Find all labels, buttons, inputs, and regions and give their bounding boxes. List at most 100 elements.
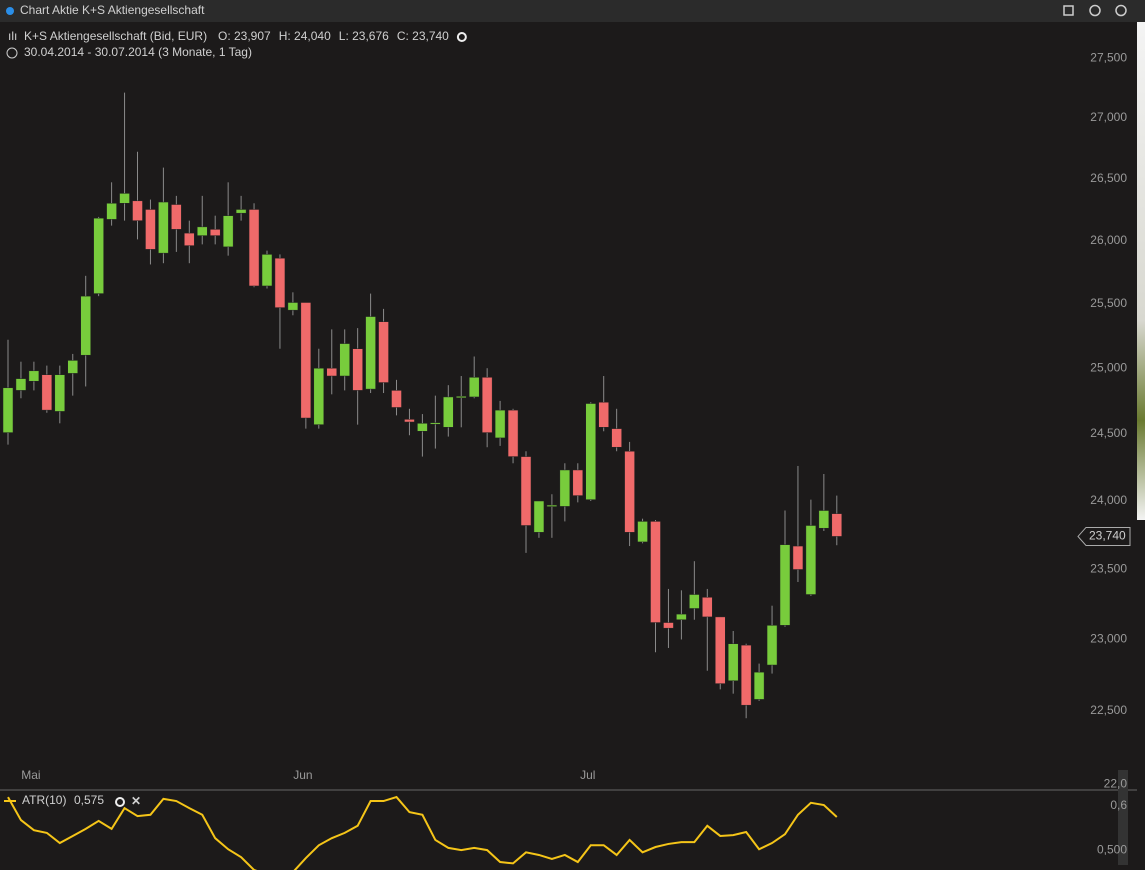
x-tick-label: Jun — [293, 768, 312, 782]
candle-body — [171, 204, 182, 230]
indicator-line — [7, 795, 838, 870]
candle-body — [598, 401, 609, 428]
candle-body — [624, 450, 635, 533]
title-bar — [0, 0, 1145, 22]
candle-body — [676, 613, 687, 620]
price-tag-label: 23,740 — [1089, 529, 1126, 543]
y2-tick-label: 0,500 — [1097, 842, 1127, 856]
app-icon — [6, 7, 14, 15]
candle-body — [430, 422, 441, 425]
candle-body — [209, 229, 221, 236]
candle-body — [287, 302, 299, 311]
settings-button[interactable] — [1089, 4, 1101, 17]
ohlc-value: C: 23,740 — [397, 29, 449, 43]
y-tick-label: 26,000 — [1090, 233, 1127, 247]
candle-body — [520, 456, 532, 526]
candle-body — [106, 203, 117, 220]
indicator-remove[interactable]: ✕ — [131, 794, 141, 808]
x-tick-label: Mai — [21, 768, 40, 782]
candle-body — [546, 504, 558, 507]
candle-body — [663, 622, 674, 629]
x-tick-label: Jul — [580, 768, 595, 782]
candle-body — [158, 201, 169, 254]
ohlc-settings[interactable] — [456, 32, 467, 42]
window-controls[interactable] — [1063, 4, 1127, 17]
candle-body — [727, 643, 739, 681]
legend-label: ATR(10) — [22, 793, 66, 807]
candle-body — [650, 521, 661, 623]
candle-body — [766, 625, 778, 666]
instrument: K+S Aktiengesellschaft (Bid, EUR) — [24, 29, 207, 43]
candle-body — [689, 594, 700, 609]
candle-body — [339, 343, 350, 377]
ohlc-value: O: 23,907 — [218, 29, 271, 43]
candle-body — [779, 544, 791, 626]
candle-body — [481, 377, 493, 433]
y-tick-label: 24,500 — [1090, 426, 1127, 440]
candle-body — [365, 316, 376, 390]
candle-body — [145, 209, 156, 250]
date-range: 30.04.2014 - 30.07.2014 (3 Monate, 1 Tag… — [24, 45, 252, 59]
candle-body — [715, 616, 726, 684]
y-tick-label: 23,500 — [1090, 562, 1127, 576]
ohlc-value: L: 23,676 — [339, 29, 389, 43]
scrollbar[interactable] — [1118, 770, 1128, 865]
y-tick-label: 27,000 — [1090, 110, 1127, 124]
candle-body — [132, 200, 143, 221]
candle-body — [417, 423, 428, 432]
candle-body — [611, 428, 622, 448]
candle-body — [507, 409, 519, 457]
y-tick-label: 25,000 — [1090, 360, 1127, 374]
candle-body — [404, 419, 415, 423]
candle-body — [54, 374, 66, 412]
candle-body — [559, 469, 571, 507]
candle-body — [352, 348, 363, 391]
candle-body — [80, 295, 91, 356]
close-button[interactable] — [1115, 4, 1127, 17]
candle-body — [184, 232, 195, 246]
candle-body — [533, 500, 545, 533]
candle-body — [93, 217, 104, 294]
candle-body — [15, 378, 27, 391]
chart-type-icon: ılı — [8, 29, 17, 43]
y-tick-label: 24,000 — [1090, 493, 1127, 507]
y-tick-label: 26,500 — [1090, 171, 1127, 185]
candle-body — [274, 257, 286, 308]
y2-tick-label: 0,6 — [1110, 798, 1127, 812]
candle-body — [222, 215, 234, 248]
candle-body — [391, 390, 402, 408]
y-tick-label: 22,500 — [1090, 703, 1127, 717]
candle-body — [818, 510, 830, 529]
y-tick-label: 25,500 — [1090, 296, 1127, 310]
candle-body — [67, 360, 78, 374]
candle-body — [197, 226, 208, 236]
candle-body — [41, 374, 53, 411]
window-title: Chart Aktie K+S Aktiengesellschaft — [20, 3, 205, 17]
legend-value: 0,575 — [74, 793, 104, 807]
detach-button[interactable] — [1063, 5, 1074, 16]
candle-body — [2, 387, 14, 433]
candle-body — [235, 209, 247, 214]
candle-body — [740, 644, 752, 706]
candle-body — [300, 302, 312, 419]
candle-body — [831, 513, 843, 537]
candle-body — [792, 545, 804, 570]
candle-body — [326, 367, 337, 377]
candle-body — [805, 525, 817, 595]
candle-body — [28, 370, 40, 382]
candle-body — [248, 209, 260, 287]
candle-body — [572, 469, 584, 496]
indicator-settings[interactable] — [115, 797, 125, 807]
ohlc-value: H: 24,040 — [279, 29, 331, 43]
candle-body — [456, 396, 467, 399]
clock-icon — [6, 47, 18, 59]
candle-body — [378, 321, 389, 383]
candle-body — [443, 396, 454, 428]
candle-body — [468, 377, 480, 398]
side-panel — [1137, 22, 1145, 520]
y-tick-label: 22,0 — [1104, 776, 1128, 790]
candle-body — [313, 367, 325, 425]
candle-body — [753, 671, 765, 700]
y-tick-label: 27,500 — [1090, 50, 1127, 64]
